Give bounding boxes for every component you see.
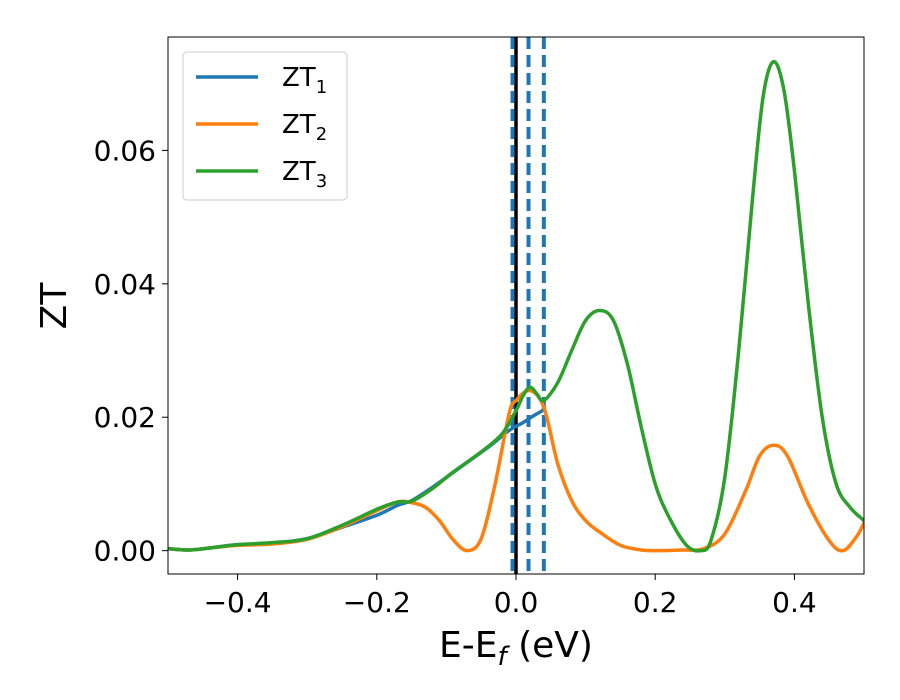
x-axis: −0.4 −0.2 0.0 0.2 0.4: [204, 574, 817, 619]
legend-label-zt1: ZT1: [282, 63, 327, 98]
x-tick-label: 0.2: [633, 586, 678, 619]
y-tick-label: 0.00: [94, 535, 156, 568]
x-tick-label: −0.4: [204, 586, 272, 619]
x-tick-label: −0.2: [343, 586, 411, 619]
series-line-zt3: [168, 59, 864, 553]
y-tick-label: 0.02: [94, 401, 156, 434]
y-axis: 0.00 0.02 0.04 0.06: [94, 134, 168, 568]
x-axis-title: E-Ef (eV): [439, 625, 593, 672]
legend-box: [182, 51, 348, 201]
legend-label-zt2: ZT2: [282, 110, 327, 145]
y-tick-label: 0.04: [94, 268, 156, 301]
series-lines: [168, 59, 864, 553]
x-tick-label: 0.0: [494, 586, 539, 619]
legend: ZT1 ZT2 ZT3: [182, 51, 348, 201]
x-tick-label: 0.4: [772, 586, 817, 619]
y-tick-label: 0.06: [94, 134, 156, 167]
reference-lines: [510, 37, 546, 574]
legend-label-zt3: ZT3: [282, 157, 327, 192]
y-axis-title: ZT: [34, 282, 75, 330]
